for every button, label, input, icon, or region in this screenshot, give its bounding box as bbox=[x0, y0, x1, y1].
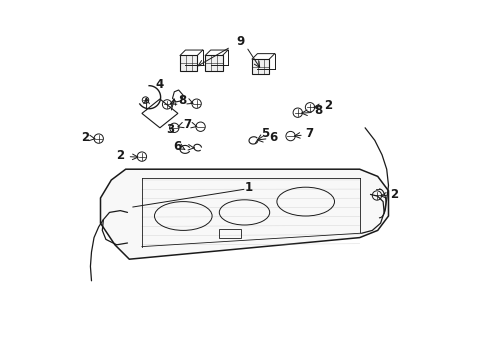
Text: 5: 5 bbox=[260, 127, 268, 140]
Text: 6: 6 bbox=[173, 140, 182, 153]
FancyBboxPatch shape bbox=[205, 55, 222, 71]
Text: 4: 4 bbox=[156, 78, 163, 91]
Text: 2: 2 bbox=[116, 149, 123, 162]
Text: 7: 7 bbox=[305, 127, 312, 140]
Text: 3: 3 bbox=[166, 123, 174, 136]
FancyBboxPatch shape bbox=[180, 55, 197, 71]
Text: 2: 2 bbox=[389, 188, 398, 201]
Text: 8: 8 bbox=[178, 94, 186, 107]
Text: 2: 2 bbox=[81, 131, 89, 144]
Text: 1: 1 bbox=[244, 181, 252, 194]
FancyBboxPatch shape bbox=[251, 59, 269, 74]
Text: 2: 2 bbox=[323, 99, 331, 112]
Text: 6: 6 bbox=[269, 131, 277, 144]
Polygon shape bbox=[101, 169, 387, 259]
Text: 9: 9 bbox=[236, 35, 244, 48]
Text: 7: 7 bbox=[183, 118, 191, 131]
Text: 8: 8 bbox=[314, 104, 322, 117]
